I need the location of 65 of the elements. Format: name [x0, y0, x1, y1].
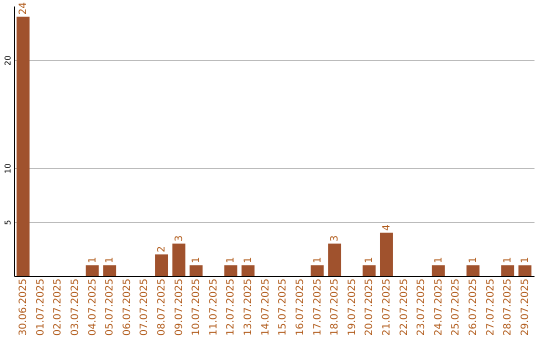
x-tick-label: 11.07.2025	[208, 278, 220, 336]
data-label: 2	[156, 246, 168, 252]
bar	[155, 254, 168, 276]
data-label: 1	[226, 256, 237, 264]
data-label: 1	[312, 256, 324, 264]
data-label: 1	[243, 256, 254, 264]
x-tick-label: 27.07.2025	[485, 278, 496, 336]
x-tick-label: 14.07.2025	[260, 278, 272, 336]
data-label: 4	[381, 224, 392, 231]
x-tick-label: 21.07.2025	[381, 278, 392, 336]
x-tick-label: 06.07.2025	[122, 278, 133, 336]
x-tick-label: 07.07.2025	[139, 278, 150, 336]
x-tick-label: 13.07.2025	[243, 278, 254, 336]
bar	[310, 265, 324, 276]
data-label: 3	[330, 235, 341, 242]
bar	[190, 265, 203, 276]
bar	[172, 244, 186, 276]
y-tick-label: 20	[4, 55, 12, 66]
x-tick-label: 08.07.2025	[156, 278, 168, 336]
x-tick-label: 28.07.2025	[502, 278, 514, 336]
data-label: 1	[468, 256, 479, 264]
x-tick-label: 19.07.2025	[346, 278, 358, 336]
x-tick-label: 04.07.2025	[87, 278, 98, 336]
x-tick-label: 02.07.2025	[52, 278, 64, 336]
x-tick-label: 16.07.2025	[294, 278, 306, 336]
bar	[328, 244, 342, 276]
x-tick-label: 30.06.2025	[18, 278, 30, 336]
x-tick-label: 01.07.2025	[35, 278, 46, 336]
bar	[16, 16, 30, 276]
bar	[432, 265, 445, 276]
data-label: 3	[174, 235, 185, 242]
x-tick-label: 22.07.2025	[398, 278, 410, 336]
y-tick-label: 5	[4, 220, 12, 226]
bar	[362, 265, 376, 276]
data-label: 1	[433, 256, 444, 264]
data-label: 1	[364, 256, 376, 264]
data-label: 24	[18, 2, 30, 15]
x-tick-label: 20.07.2025	[364, 278, 376, 336]
x-tick-label: 26.07.2025	[468, 278, 479, 336]
x-tick-label: 24.07.2025	[433, 278, 444, 336]
x-tick-label: 15.07.2025	[278, 278, 289, 336]
x-tick-label: 29.07.2025	[520, 278, 531, 336]
x-tick-label: 23.07.2025	[416, 278, 428, 336]
bar	[518, 265, 532, 276]
x-tick-label: 10.07.2025	[191, 278, 202, 336]
data-label: 1	[502, 256, 514, 264]
x-tick-label: 18.07.2025	[330, 278, 341, 336]
x-tick-label: 12.07.2025	[226, 278, 237, 336]
bar	[466, 265, 480, 276]
data-label: 1	[191, 256, 202, 264]
bar	[242, 265, 255, 276]
data-label: 1	[87, 256, 98, 264]
x-tick-label: 03.07.2025	[70, 278, 81, 336]
bar	[380, 232, 393, 276]
bar	[224, 265, 238, 276]
bar	[103, 265, 116, 276]
bar	[86, 265, 99, 276]
x-tick-label: 25.07.2025	[450, 278, 462, 336]
x-tick-label: 05.07.2025	[104, 278, 116, 336]
x-tick-label: 17.07.2025	[312, 278, 324, 336]
y-tick-label: 10	[4, 163, 12, 174]
x-tick-label: 09.07.2025	[174, 278, 185, 336]
bar	[501, 265, 514, 276]
data-label: 1	[104, 256, 116, 264]
data-label: 1	[520, 256, 531, 264]
